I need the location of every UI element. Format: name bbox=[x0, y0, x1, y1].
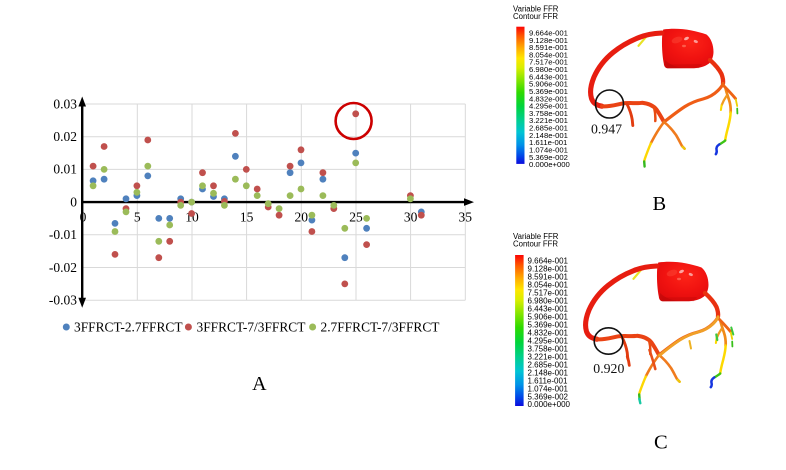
svg-text:3.221e-001: 3.221e-001 bbox=[529, 116, 568, 125]
svg-text:8.591e-001: 8.591e-001 bbox=[529, 43, 568, 52]
svg-text:Contour FFR: Contour FFR bbox=[513, 239, 558, 248]
svg-text:2.685e-001: 2.685e-001 bbox=[528, 360, 569, 369]
svg-text:30: 30 bbox=[404, 210, 418, 225]
svg-text:15: 15 bbox=[240, 210, 254, 225]
svg-text:5.906e-001: 5.906e-001 bbox=[528, 313, 569, 322]
svg-text:1.611e-001: 1.611e-001 bbox=[528, 376, 568, 385]
svg-text:5.906e-001: 5.906e-001 bbox=[529, 80, 568, 89]
svg-text:9.664e-001: 9.664e-001 bbox=[528, 257, 569, 266]
svg-text:5.369e-001: 5.369e-001 bbox=[528, 320, 569, 329]
svg-text:0.947: 0.947 bbox=[591, 121, 622, 136]
svg-text:0.02: 0.02 bbox=[53, 129, 77, 144]
svg-text:9.664e-001: 9.664e-001 bbox=[529, 29, 568, 38]
svg-text:0.000e+000: 0.000e+000 bbox=[528, 400, 571, 409]
svg-text:0: 0 bbox=[80, 210, 87, 225]
svg-text:B: B bbox=[652, 193, 666, 215]
svg-text:9.128e-001: 9.128e-001 bbox=[528, 265, 569, 274]
svg-text:5: 5 bbox=[134, 210, 141, 225]
svg-text:1.611e-001: 1.611e-001 bbox=[529, 138, 567, 147]
svg-text:20: 20 bbox=[295, 210, 309, 225]
svg-text:6.980e-001: 6.980e-001 bbox=[528, 297, 569, 306]
svg-text:0.03: 0.03 bbox=[53, 96, 77, 111]
svg-text:3.758e-001: 3.758e-001 bbox=[529, 109, 568, 118]
svg-text:8.054e-001: 8.054e-001 bbox=[528, 281, 569, 290]
svg-text:5.369e-002: 5.369e-002 bbox=[528, 392, 569, 401]
svg-text:Variable FFR: Variable FFR bbox=[513, 4, 559, 13]
svg-text:9.128e-001: 9.128e-001 bbox=[529, 36, 568, 45]
svg-text:35: 35 bbox=[459, 210, 473, 225]
svg-text:7.517e-001: 7.517e-001 bbox=[529, 58, 568, 67]
svg-text:-0.03: -0.03 bbox=[49, 293, 77, 308]
svg-text:A: A bbox=[252, 373, 267, 395]
svg-text:7.517e-001: 7.517e-001 bbox=[528, 289, 569, 298]
svg-text:8.591e-001: 8.591e-001 bbox=[528, 273, 569, 282]
svg-text:2.148e-001: 2.148e-001 bbox=[529, 131, 568, 140]
svg-text:2.148e-001: 2.148e-001 bbox=[528, 368, 569, 377]
svg-text:Contour FFR: Contour FFR bbox=[513, 12, 558, 21]
svg-text:4.295e-001: 4.295e-001 bbox=[529, 102, 568, 111]
svg-text:1.074e-001: 1.074e-001 bbox=[528, 384, 569, 393]
svg-text:3.221e-001: 3.221e-001 bbox=[528, 352, 569, 361]
svg-text:0: 0 bbox=[70, 194, 77, 209]
svg-text:2.7FFRCT-7/3FFRCT: 2.7FFRCT-7/3FFRCT bbox=[321, 320, 440, 335]
svg-text:25: 25 bbox=[349, 210, 363, 225]
svg-text:1.074e-001: 1.074e-001 bbox=[529, 146, 568, 155]
svg-text:3.758e-001: 3.758e-001 bbox=[528, 344, 569, 353]
svg-text:-0.02: -0.02 bbox=[49, 260, 77, 275]
svg-text:2.685e-001: 2.685e-001 bbox=[529, 124, 568, 133]
svg-text:5.369e-001: 5.369e-001 bbox=[529, 87, 568, 96]
svg-text:4.832e-001: 4.832e-001 bbox=[528, 328, 569, 337]
svg-text:-0.01: -0.01 bbox=[49, 227, 77, 242]
svg-text:4.832e-001: 4.832e-001 bbox=[529, 94, 568, 103]
svg-text:6.443e-001: 6.443e-001 bbox=[529, 72, 568, 81]
svg-text:6.443e-001: 6.443e-001 bbox=[528, 305, 569, 314]
svg-text:4.295e-001: 4.295e-001 bbox=[528, 336, 569, 345]
svg-text:0.01: 0.01 bbox=[53, 162, 77, 177]
svg-text:3FFRCT-2.7FFRCT: 3FFRCT-2.7FFRCT bbox=[74, 320, 183, 335]
svg-text:C: C bbox=[654, 432, 668, 454]
svg-text:Variable FFR: Variable FFR bbox=[513, 232, 559, 241]
svg-text:3FFRCT-7/3FFRCT: 3FFRCT-7/3FFRCT bbox=[197, 320, 306, 335]
svg-text:8.054e-001: 8.054e-001 bbox=[529, 50, 568, 59]
svg-text:6.980e-001: 6.980e-001 bbox=[529, 65, 568, 74]
svg-text:5.369e-002: 5.369e-002 bbox=[529, 153, 568, 162]
svg-text:0.920: 0.920 bbox=[593, 361, 624, 376]
svg-text:0.000e+000: 0.000e+000 bbox=[529, 160, 570, 169]
